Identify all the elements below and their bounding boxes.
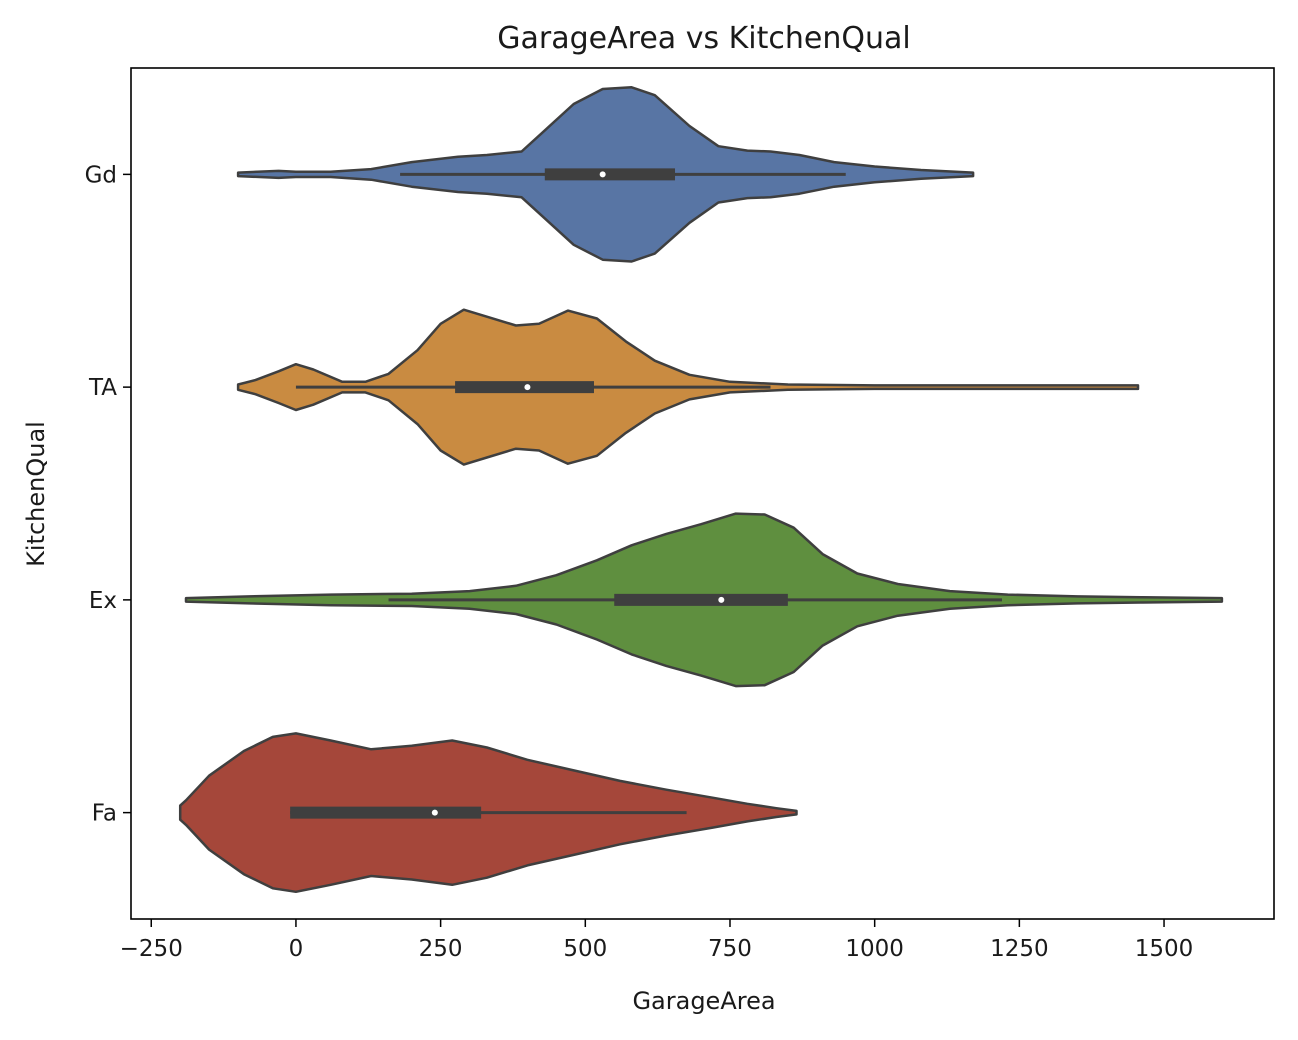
- y-axis: Gd TA Ex Fa: [85, 162, 131, 827]
- violin-group: [178, 86, 1224, 894]
- y-tick-label: Gd: [85, 162, 117, 188]
- x-tick-label: 500: [563, 936, 607, 962]
- median-point-fa: [431, 809, 438, 816]
- x-tick-label: 250: [419, 936, 463, 962]
- violin-gd: [236, 86, 975, 263]
- x-axis-label: GarageArea: [632, 987, 775, 1015]
- x-tick-label: 0: [289, 936, 304, 962]
- plot-frame: [130, 67, 1275, 920]
- x-tick-label: 750: [708, 936, 752, 962]
- x-tick-label: 1000: [845, 936, 904, 962]
- y-axis-label: KitchenQual: [22, 421, 50, 567]
- iqr-box-ex: [614, 593, 788, 606]
- median-point-ex: [718, 596, 725, 603]
- median-point-ta: [524, 384, 531, 391]
- x-tick-label: 1250: [990, 936, 1049, 962]
- iqr-box-fa: [290, 806, 482, 819]
- iqr-box-gd: [544, 168, 676, 181]
- violin-ta: [236, 308, 1140, 466]
- x-tick-label: −250: [120, 936, 183, 962]
- chart-title: GarageArea vs KitchenQual: [497, 21, 910, 56]
- median-point-gd: [599, 171, 606, 178]
- y-tick-label: TA: [88, 375, 117, 401]
- x-tick-label: 1500: [1135, 936, 1194, 962]
- violin-fa: [178, 732, 798, 894]
- y-tick-label: Fa: [92, 801, 117, 827]
- violin-ex: [184, 512, 1224, 688]
- x-axis: −250 0 250 500 750 1000 1250 1500: [120, 919, 1194, 962]
- y-tick-label: Ex: [89, 588, 117, 614]
